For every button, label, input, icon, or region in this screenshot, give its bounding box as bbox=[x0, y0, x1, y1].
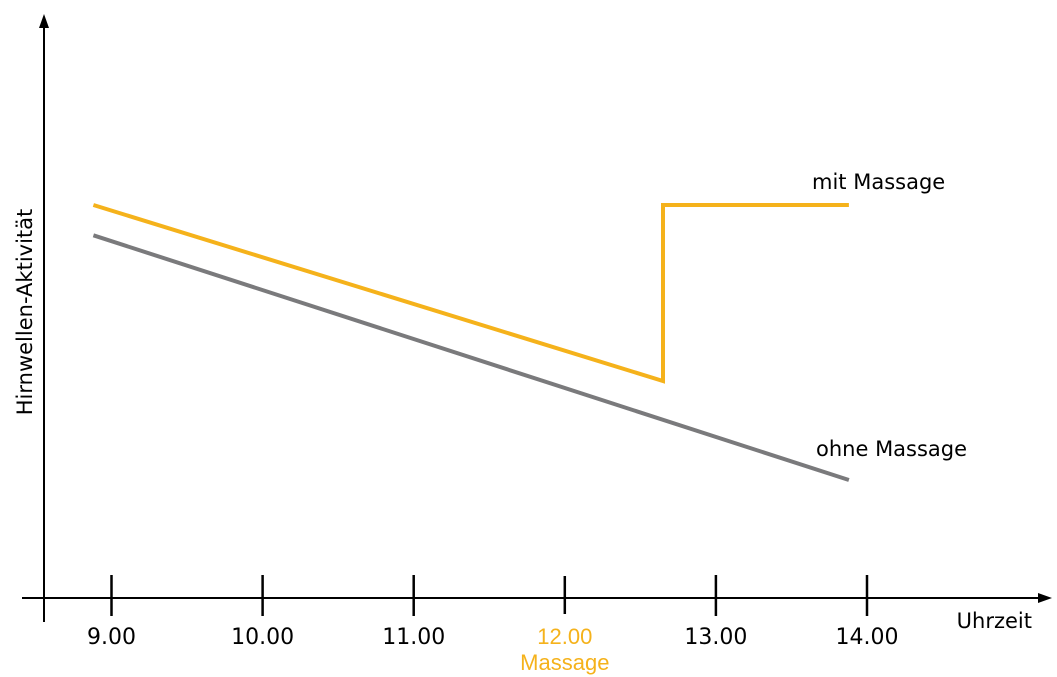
massage-label: Massage bbox=[520, 650, 609, 675]
y-axis-title: Hirnwellen-Aktivität bbox=[13, 209, 37, 416]
x-tick-label: 14.00 bbox=[836, 625, 899, 650]
series-lines bbox=[92, 203, 850, 482]
x-tick-label: 10.00 bbox=[231, 625, 294, 650]
x-axis-title: Uhrzeit bbox=[957, 609, 1032, 633]
x-tick-label: 13.00 bbox=[684, 625, 747, 650]
series-line bbox=[92, 233, 850, 482]
series-label-mit-massage: mit Massage bbox=[812, 170, 945, 194]
x-axis-arrow-icon bbox=[1038, 593, 1052, 603]
series-label-ohne-massage: ohne Massage bbox=[816, 437, 967, 461]
series-line bbox=[92, 203, 849, 384]
x-tick-label: 11.00 bbox=[382, 625, 445, 650]
axes bbox=[22, 14, 1052, 622]
y-axis-arrow-icon bbox=[39, 14, 49, 28]
x-tick-label: 12.00 bbox=[537, 624, 592, 649]
x-tick-label: 9.00 bbox=[87, 625, 136, 650]
x-ticks: 9.00 10.00 11.00 12.00 13.00 14.00 bbox=[87, 575, 898, 650]
